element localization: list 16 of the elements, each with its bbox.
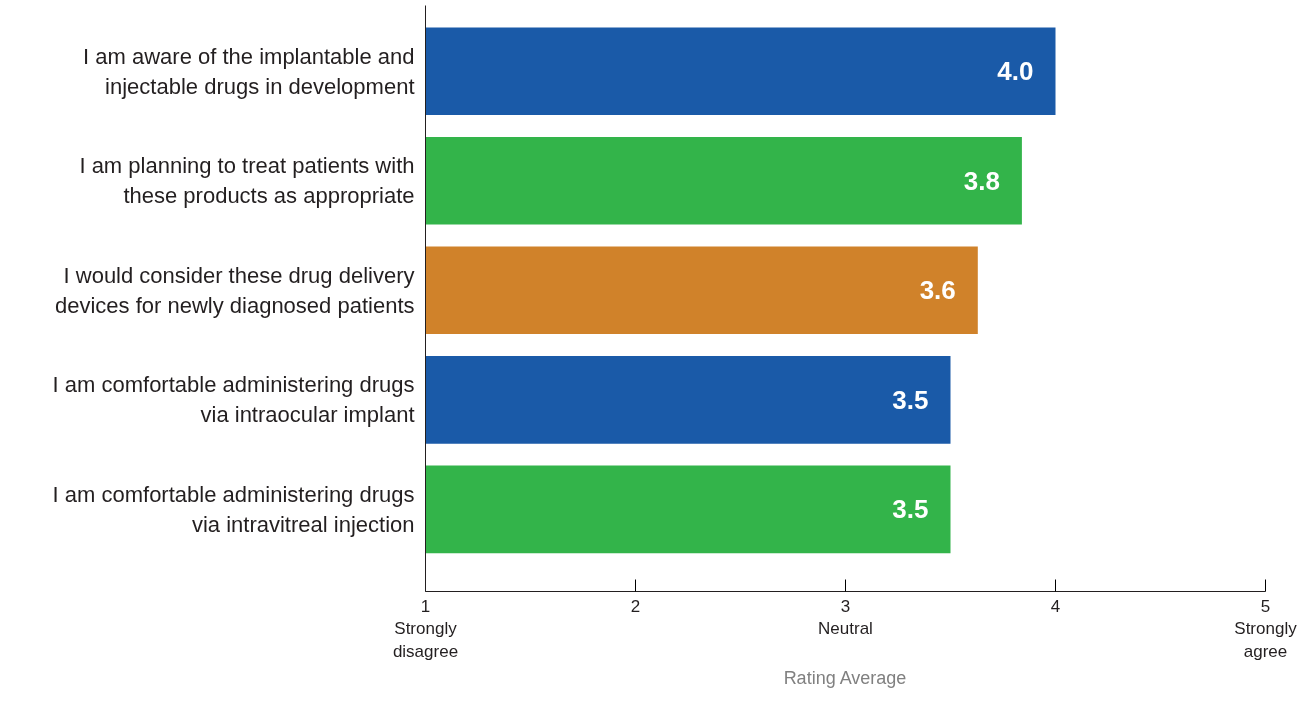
- y-tick-label: I am comfortable administering drugs via intraocular implant: [52, 372, 415, 428]
- y-tick-label: I am comfortable administering drugs via intravitreal injection: [52, 481, 415, 537]
- x-tick-label: 4: [1050, 596, 1061, 616]
- x-axis-title: Rating Average: [783, 668, 907, 689]
- data-label: 3.6: [919, 275, 956, 306]
- y-tick-label: I would consider these drug delivery devices for newly diagnosed patients: [54, 262, 415, 318]
- data-label: 3.8: [963, 165, 1000, 196]
- x-tick-label: 2: [630, 596, 641, 616]
- data-label: 3.5: [892, 384, 929, 415]
- y-tick-label: I am aware of the implantable and injectable drugs in development: [83, 43, 415, 99]
- x-tick-label: 3 Neutral: [818, 596, 873, 639]
- y-tick-label: I am planning to treat patients with these products as appropriate: [79, 153, 415, 209]
- data-label: 4.0: [997, 56, 1034, 87]
- x-tick-label: 5 Strongly agree: [1234, 596, 1298, 662]
- x-tick-label: 1 Strongly disagree: [392, 596, 459, 662]
- data-label: 3.5: [892, 494, 929, 525]
